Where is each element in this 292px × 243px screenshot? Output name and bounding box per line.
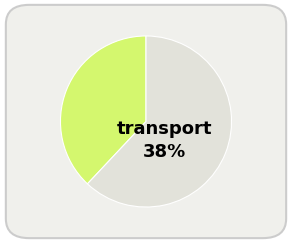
FancyBboxPatch shape	[6, 5, 286, 238]
Wedge shape	[60, 36, 146, 184]
Text: transport
38%: transport 38%	[117, 120, 213, 161]
Wedge shape	[87, 36, 232, 207]
